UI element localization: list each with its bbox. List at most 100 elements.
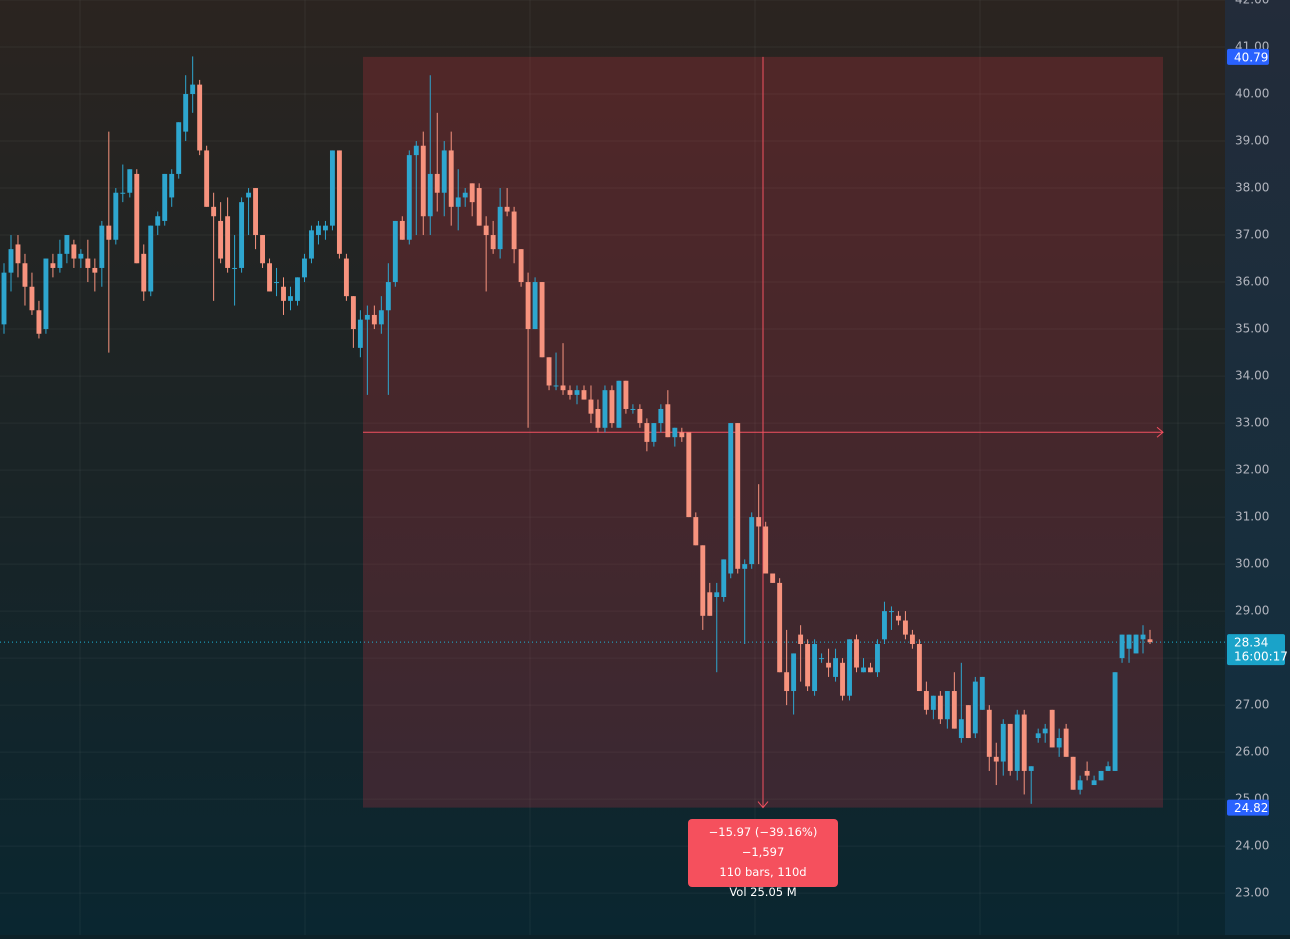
candle-body — [134, 173, 140, 264]
candle-body — [71, 244, 77, 259]
candle-body — [1035, 733, 1041, 739]
y-tick-label: 27.00 — [1235, 698, 1269, 712]
candle-body — [29, 286, 35, 311]
countdown-label: 16:00:17 — [1234, 650, 1288, 664]
candle-body — [847, 639, 852, 696]
candle-body — [441, 150, 447, 193]
candle-body — [413, 145, 419, 156]
candle-body — [665, 404, 671, 438]
candle-body — [1049, 709, 1055, 748]
candle-body — [455, 197, 461, 207]
candle-body — [965, 705, 971, 739]
candle-body — [218, 220, 224, 259]
y-tick-label: 36.00 — [1235, 275, 1269, 289]
y-tick-label: 32.00 — [1235, 463, 1269, 477]
candle-body — [798, 634, 804, 645]
candle-body — [483, 225, 489, 236]
candle-body — [141, 253, 147, 292]
candle-body — [1028, 766, 1034, 771]
candle-body — [197, 84, 203, 151]
candle-body — [539, 282, 545, 358]
candle-body — [623, 380, 629, 409]
candle-body — [92, 267, 98, 273]
measure-top-label-bg — [1227, 48, 1269, 65]
candle-body — [350, 296, 356, 330]
candle-body — [602, 390, 608, 428]
candle-body — [616, 380, 622, 428]
y-tick-label: 37.00 — [1235, 228, 1269, 242]
y-tick-label: 24.00 — [1235, 839, 1269, 853]
candle-body — [714, 592, 720, 598]
candle-body — [958, 719, 964, 739]
y-tick-label: 26.00 — [1235, 745, 1269, 759]
candle-body — [469, 183, 475, 203]
y-tick-label: 39.00 — [1235, 134, 1269, 148]
candle-body — [651, 423, 657, 442]
y-tick-label: 33.00 — [1235, 416, 1269, 430]
candle-body — [693, 517, 699, 546]
candle-body — [895, 615, 901, 621]
candle-body — [22, 263, 28, 287]
measure-bottom-label: 24.82 — [1234, 801, 1268, 815]
candle-body — [448, 150, 454, 207]
candle-body — [190, 84, 196, 95]
candle-body — [833, 658, 838, 677]
candle-body — [609, 390, 615, 424]
candle-body — [497, 206, 503, 250]
candle-body — [511, 211, 517, 250]
candle-body — [854, 639, 859, 668]
candle-body — [749, 517, 755, 565]
candle-body — [50, 263, 56, 268]
candle-body — [57, 253, 63, 268]
candle-body — [700, 545, 706, 616]
y-tick-label: 40.00 — [1235, 87, 1269, 101]
y-tick-label: 38.00 — [1235, 181, 1269, 195]
y-tick-label: 42.00 — [1235, 0, 1269, 7]
candle-body — [812, 644, 818, 692]
candle-body — [490, 235, 496, 250]
candle-body — [281, 286, 286, 301]
candle-body — [322, 225, 328, 231]
y-tick-label: 23.00 — [1235, 886, 1269, 900]
candle-body — [85, 258, 91, 268]
candle-body — [588, 399, 594, 414]
candle-body — [295, 277, 300, 301]
candle-body — [148, 225, 154, 292]
candle-body — [791, 653, 797, 692]
candle-body — [316, 225, 321, 236]
candle-body — [106, 225, 112, 240]
candle-body — [979, 676, 985, 710]
candle-body — [889, 611, 894, 613]
candle-body — [378, 310, 384, 325]
candle-body — [1042, 728, 1048, 734]
candle-body — [253, 188, 259, 236]
candle-body — [1105, 766, 1111, 771]
candle-body — [1133, 634, 1139, 654]
candle-body — [1140, 634, 1146, 640]
candle-body — [930, 695, 936, 710]
candle-body — [728, 423, 734, 574]
candle-body — [267, 263, 272, 292]
measure-label: −15.97 (−39.16%) −1,597 110 bars, 110d V… — [688, 819, 838, 899]
candle-body — [364, 314, 370, 320]
candle-body — [1091, 780, 1097, 786]
candle-body — [120, 192, 126, 194]
candle-body — [434, 173, 440, 193]
candle-body — [637, 408, 643, 424]
candle-body — [770, 573, 776, 583]
candle-body — [399, 220, 405, 240]
candle-body — [155, 216, 161, 226]
candle-body — [1119, 634, 1125, 659]
candle-body — [868, 667, 873, 673]
candle-body — [8, 249, 14, 273]
candle-body — [923, 691, 929, 710]
candle-body — [972, 681, 978, 734]
candle-body — [532, 282, 538, 330]
candle-body — [113, 192, 119, 240]
candle-body — [993, 756, 999, 762]
candle-body — [302, 258, 307, 278]
candle-body — [1021, 714, 1027, 771]
candle-body — [1063, 728, 1069, 757]
candle-body — [385, 282, 391, 311]
